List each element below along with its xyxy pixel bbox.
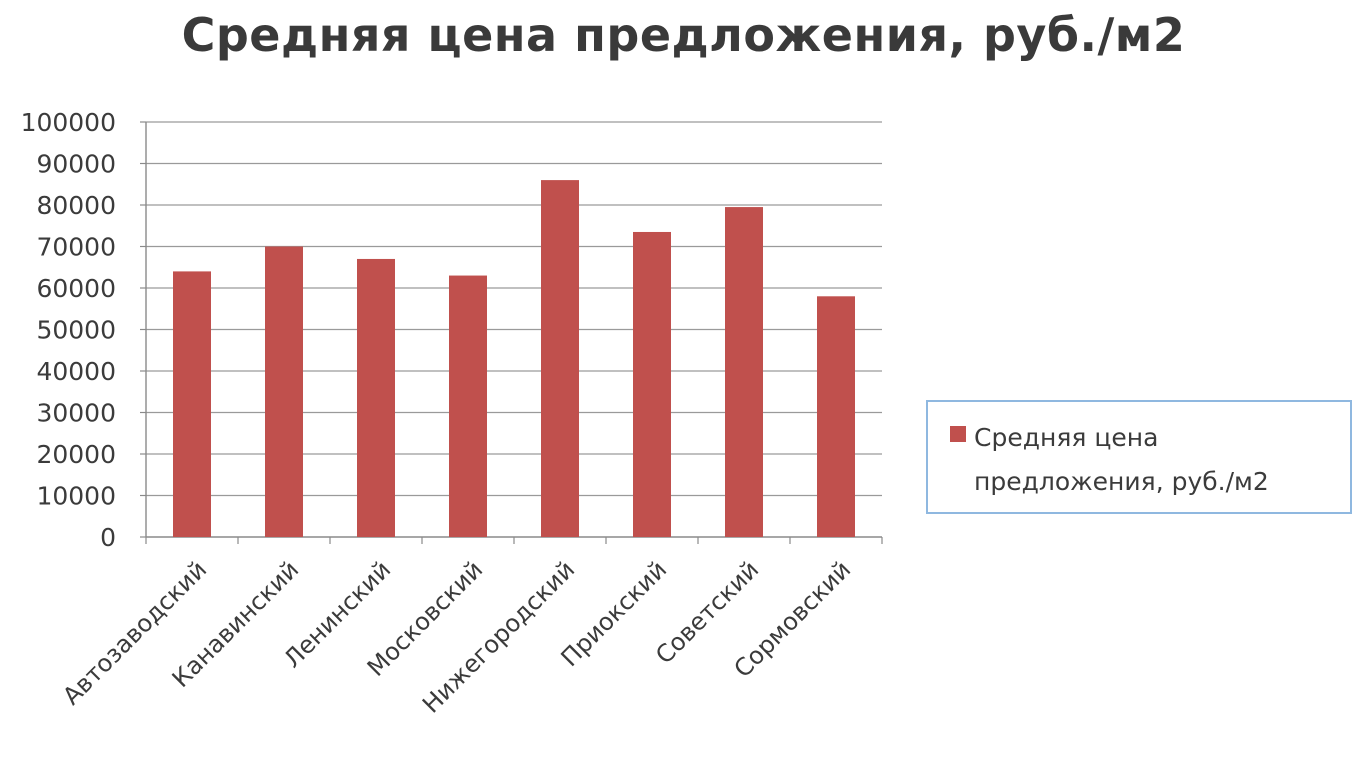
y-tick-label: 70000 xyxy=(36,233,116,262)
y-tick-label: 80000 xyxy=(36,191,116,220)
bar xyxy=(541,180,579,537)
y-tick-labels: 0 10000 20000 30000 40000 50000 60000 70000 8000… xyxy=(21,108,116,552)
y-tick-label: 40000 xyxy=(36,357,116,386)
y-tick-label: 0 xyxy=(100,523,116,552)
legend-label: Средняя цена предложения, руб./м2 xyxy=(974,423,1269,496)
y-tick-label: 20000 xyxy=(36,440,116,469)
bars xyxy=(173,180,855,537)
chart-title: Средняя цена предложения, руб./м2 xyxy=(181,8,1186,62)
y-tick-label: 60000 xyxy=(36,274,116,303)
bar xyxy=(173,271,211,537)
legend-swatch xyxy=(950,426,966,442)
bar xyxy=(725,207,763,537)
x-tick-labels: АвтозаводскийКанавинскийЛенинскийМосковс… xyxy=(57,555,856,718)
bar xyxy=(357,258,395,537)
bar xyxy=(817,296,855,537)
x-tick-label: Нижегородский xyxy=(417,555,580,718)
bar xyxy=(449,275,487,537)
gridlines xyxy=(146,121,882,497)
y-tick-label: 50000 xyxy=(36,316,116,345)
y-tick-label: 100000 xyxy=(21,108,116,137)
y-tick-label: 30000 xyxy=(36,399,116,428)
axes xyxy=(140,121,883,544)
legend: Средняя цена предложения, руб./м2 xyxy=(926,400,1352,514)
y-tick-label: 10000 xyxy=(36,482,116,511)
bar xyxy=(265,246,303,537)
y-tick-label: 90000 xyxy=(36,150,116,179)
bar xyxy=(633,231,671,537)
